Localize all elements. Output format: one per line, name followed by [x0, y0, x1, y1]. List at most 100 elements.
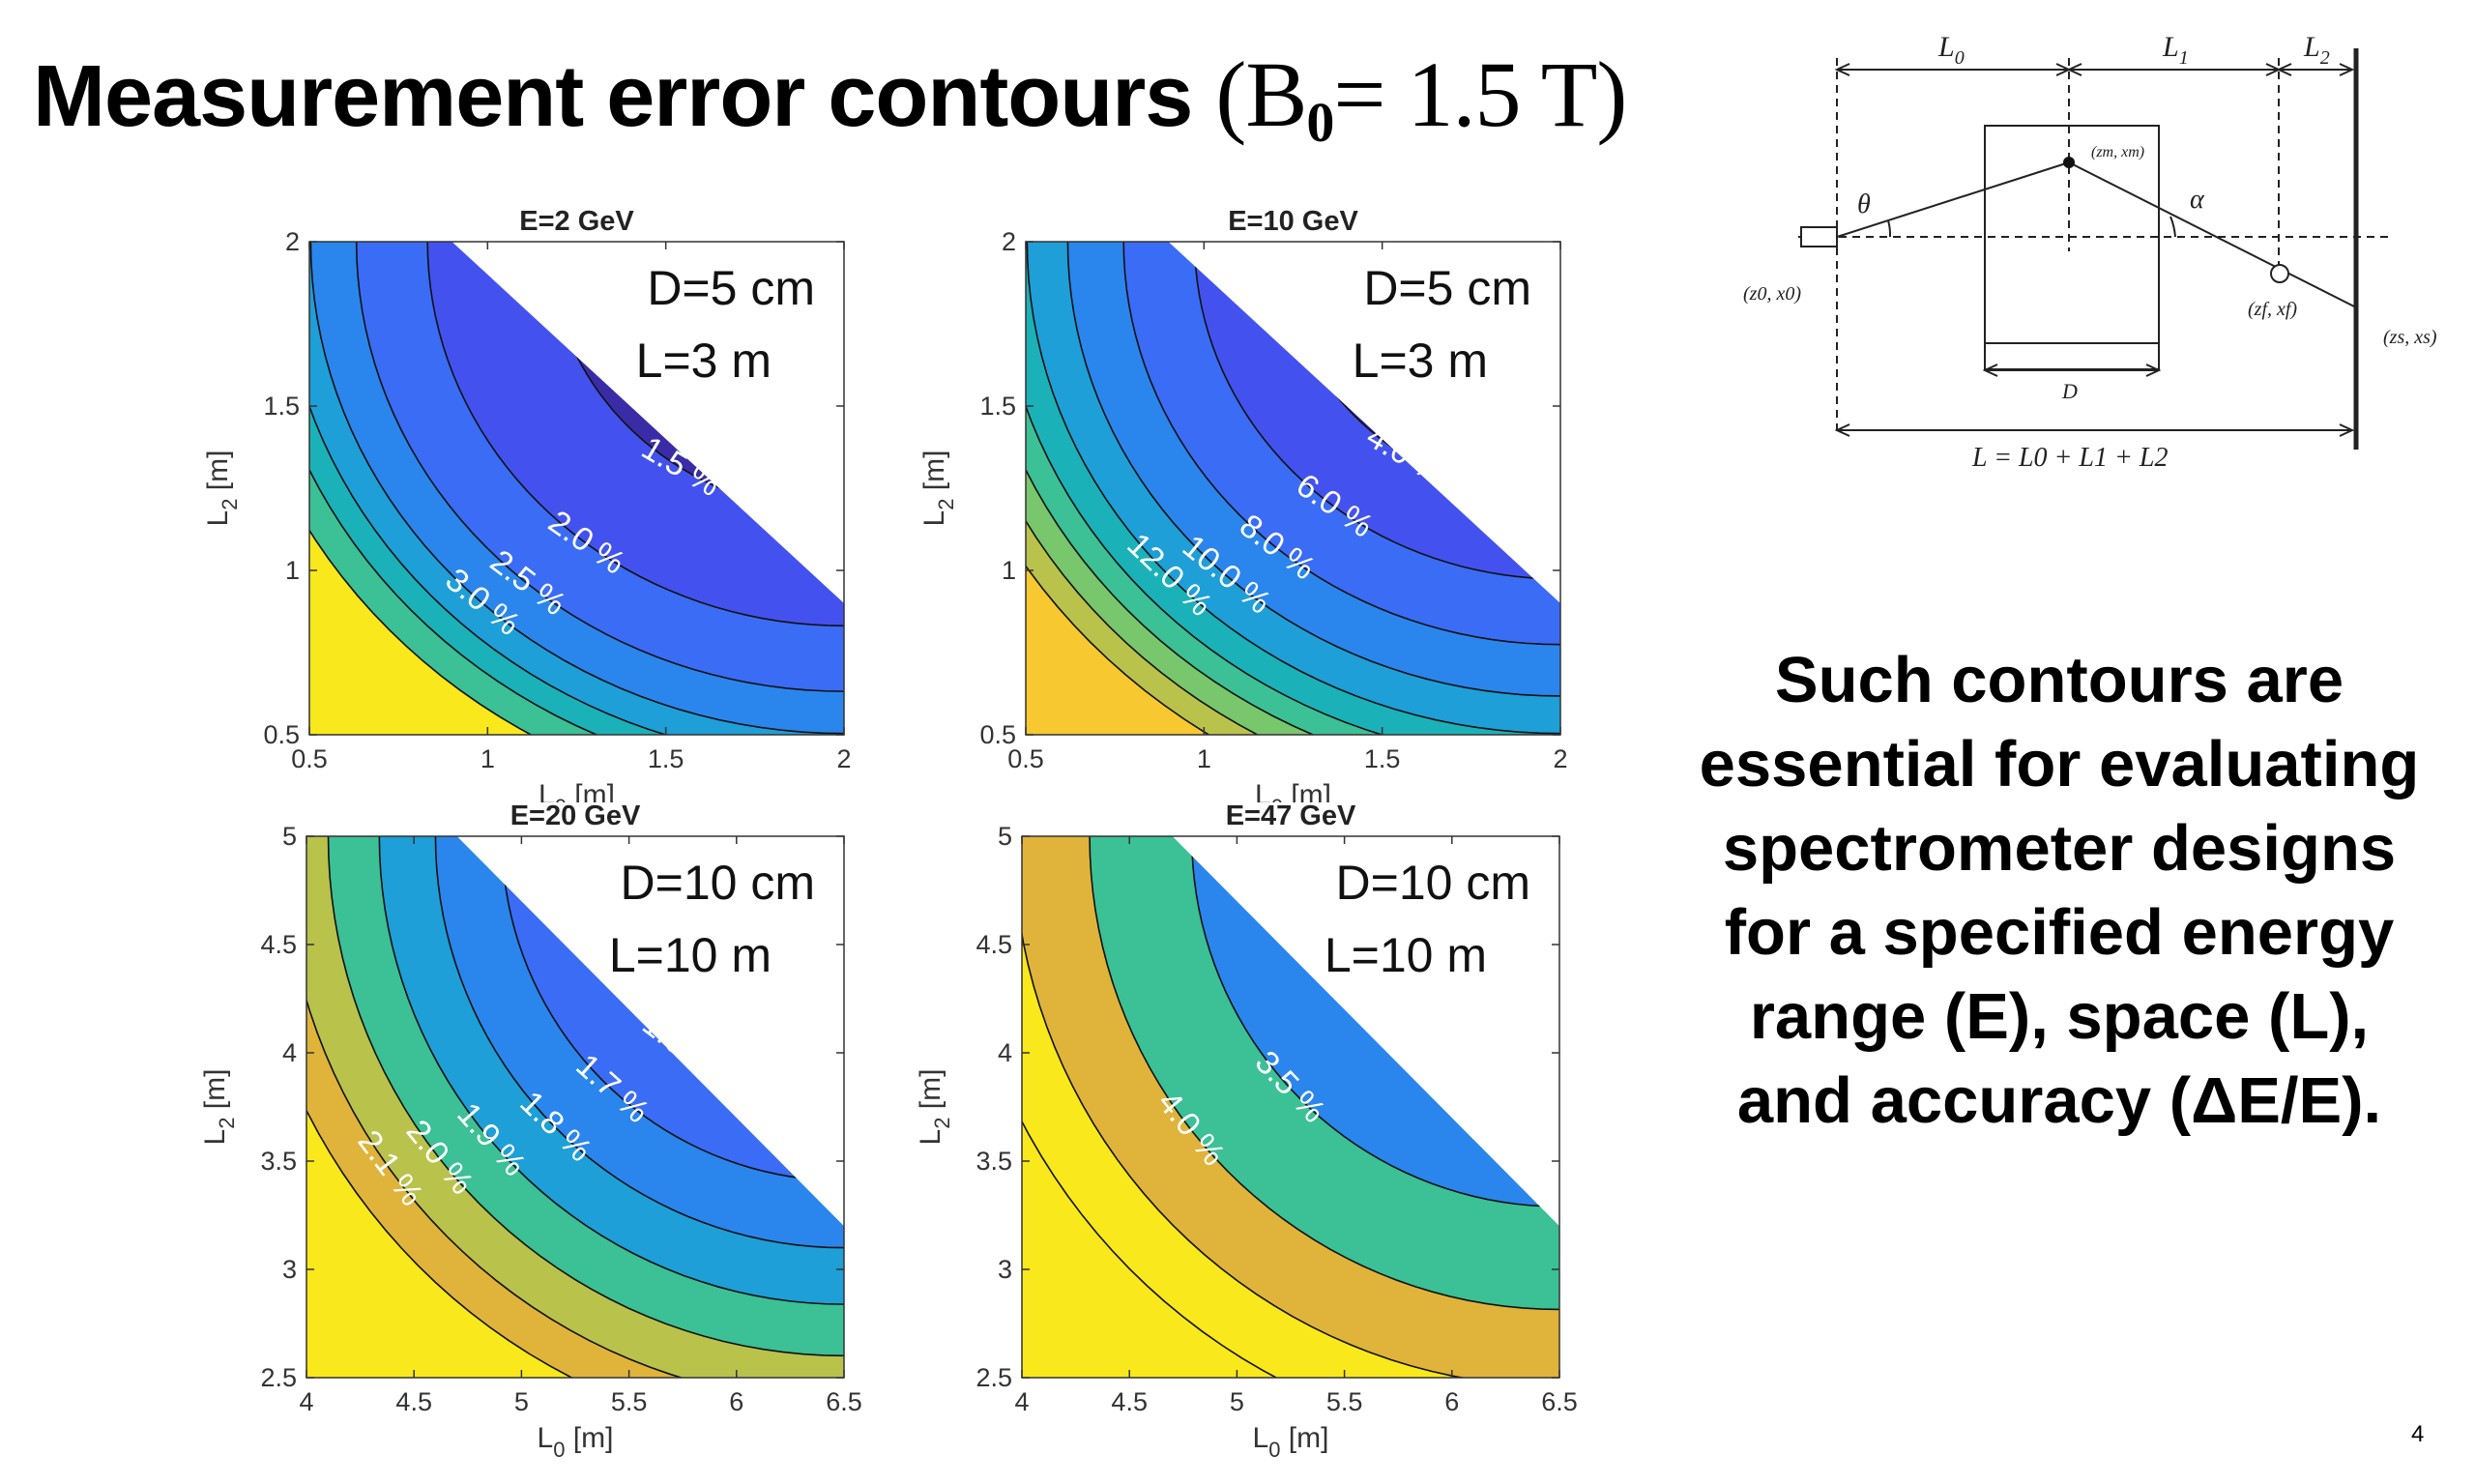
- y-tick-label: 3: [998, 1255, 1012, 1284]
- contour-line: [1190, 836, 1559, 1208]
- trajectory-in: [1836, 161, 2070, 238]
- source-box: [1800, 226, 1838, 247]
- y-tick-label: 4.5: [975, 930, 1012, 959]
- x-axis-label: L0 [m]: [538, 1422, 614, 1462]
- chart-title: E=10 GeV: [1228, 206, 1358, 237]
- contour-line: [309, 242, 844, 735]
- x-tick-label: 1.5: [1364, 744, 1401, 773]
- contour-chart-e47: 3.0 %3.5 %4.0 %4 4.5 5 5.5 6 6.52.533.544.55E…: [915, 800, 1578, 1462]
- contour-line: [434, 836, 844, 1249]
- contour-line: [306, 1108, 574, 1378]
- y-tick-label: 0.5: [263, 720, 300, 749]
- page-number: 4: [2411, 1421, 2425, 1447]
- x-tick-label: 6: [1444, 1387, 1459, 1416]
- side-text-line: essential for evaluating: [1699, 728, 2420, 800]
- contour-line: [1026, 468, 1316, 735]
- contour-line: [1026, 519, 1260, 735]
- x-tick-label: 6.5: [1541, 1387, 1578, 1416]
- plot-frame: [1025, 241, 1561, 736]
- contour-line: [378, 836, 844, 1305]
- x-axis-label: L0 [m]: [539, 779, 615, 802]
- y-tick-label: 5: [282, 822, 297, 851]
- y-axis-label: L2 [m]: [202, 451, 242, 527]
- bend-point-icon: [2063, 157, 2075, 168]
- label-zf-xf: (zf, xf): [2248, 299, 2297, 320]
- contour-line: [1026, 242, 1560, 735]
- x-axis-label: L0 [m]: [1253, 1422, 1329, 1462]
- contour-line: [309, 529, 533, 735]
- contour-chart-e20: 1.5 %1.6 %1.7 %1.8 %1.9 %2.0 %2.1 %4 4.5 5…: [199, 800, 862, 1462]
- y-tick-label: 3: [282, 1255, 297, 1284]
- chart-title: E=20 GeV: [510, 800, 641, 831]
- slide-title: Measurement error contours (B0= 1.5 T): [33, 41, 1627, 155]
- contour-chart-e2: 1.5 %2.0 %2.5 %3.0 %0.5 1 1.5 20.511.52E=2 …: [202, 206, 852, 802]
- y-tick-label: 2: [1002, 227, 1016, 256]
- contour-line: [306, 997, 684, 1378]
- x-tick-label: 5.5: [611, 1387, 648, 1416]
- invalid-region: [1172, 836, 1559, 1227]
- spectrometer-schematic: L0 L1 L2 θ α (zm, xm) (z0, x0) (zf, xf) …: [1743, 31, 2437, 473]
- x-tick-label: 4: [299, 1387, 313, 1416]
- title-text: Measurement error contours: [33, 48, 1193, 145]
- x-tick-label: 0.5: [1007, 744, 1044, 773]
- y-tick-label: 4: [282, 1038, 297, 1067]
- label-d: D: [2061, 379, 2078, 403]
- x-axis-label: L0 [m]: [1255, 779, 1331, 802]
- focus-point-icon: [2270, 264, 2289, 283]
- label-z0-x0: (z0, x0): [1743, 283, 1801, 305]
- x-tick-label: 6: [729, 1387, 743, 1416]
- contour-line: [1193, 242, 1560, 580]
- y-tick-label: 3.5: [260, 1147, 297, 1176]
- contour-line: [501, 836, 844, 1182]
- label-zm-xm: (zm, xm): [2091, 144, 2144, 160]
- side-text-line: range (E), space (L),: [1749, 980, 2370, 1053]
- plot-frame: [308, 241, 845, 736]
- chart-title: E=2 GeV: [519, 206, 634, 237]
- y-tick-label: 4: [998, 1038, 1012, 1067]
- contour-line: [1066, 242, 1560, 697]
- y-tick-label: 2.5: [975, 1363, 1012, 1392]
- contour-line: [426, 242, 844, 627]
- label-l-equation: L = L0 + L1 + L2: [1971, 443, 2168, 473]
- y-tick-label: 1: [1002, 556, 1016, 585]
- y-tick-label: 5: [998, 822, 1012, 851]
- y-axis-label: L2 [m]: [199, 1069, 239, 1146]
- y-tick-label: 2.5: [260, 1363, 297, 1392]
- x-tick-label: 5: [514, 1387, 529, 1416]
- chart-title: E=47 GeV: [1226, 800, 1356, 831]
- contour-line: [309, 404, 668, 735]
- chart-annotation: L=3 m: [636, 334, 772, 388]
- y-tick-label: 4.5: [260, 930, 297, 959]
- chart-annotation: D=10 cm: [1336, 856, 1530, 910]
- label-alpha: α: [2190, 185, 2205, 215]
- x-tick-label: 2: [836, 744, 851, 773]
- y-tick-label: 1.5: [263, 392, 300, 421]
- side-text-line: and accuracy (ΔE/E).: [1736, 1064, 2382, 1137]
- y-axis-label: L2 [m]: [918, 451, 958, 527]
- x-tick-label: 5: [1230, 1387, 1244, 1416]
- x-tick-label: 2: [1553, 744, 1567, 773]
- x-tick-label: 5.5: [1326, 1387, 1363, 1416]
- x-tick-label: 0.5: [291, 744, 328, 773]
- contour-line: [309, 468, 599, 735]
- chart-annotation: L=10 m: [609, 928, 772, 982]
- y-tick-label: 3.5: [975, 1147, 1012, 1176]
- title-formula: (B0= 1.5 T): [1215, 43, 1627, 154]
- plot-frame: [306, 835, 845, 1379]
- contour-line: [1022, 929, 1467, 1378]
- side-text-line: spectrometer designs: [1722, 812, 2397, 885]
- x-tick-label: 4.5: [1111, 1387, 1148, 1416]
- contour-chart-e10: 4.0 %6.0 %8.0 %10.0 %12.0 %0.5 1 1.5 20.511…: [918, 206, 1568, 802]
- chart-annotation: L=10 m: [1325, 928, 1487, 982]
- chart-annotation: D=5 cm: [1363, 261, 1531, 315]
- contour-line: [1089, 836, 1559, 1311]
- side-text: Such contours are essential for evaluati…: [1634, 638, 2475, 1143]
- y-tick-label: 0.5: [979, 720, 1016, 749]
- x-tick-label: 1.5: [648, 744, 684, 773]
- x-tick-label: 1: [1197, 744, 1211, 773]
- chart-annotation: L=3 m: [1353, 334, 1488, 388]
- x-tick-label: 4: [1014, 1387, 1029, 1416]
- y-tick-label: 1.5: [979, 392, 1016, 421]
- x-tick-label: 6.5: [826, 1387, 862, 1416]
- contour-line: [327, 836, 844, 1357]
